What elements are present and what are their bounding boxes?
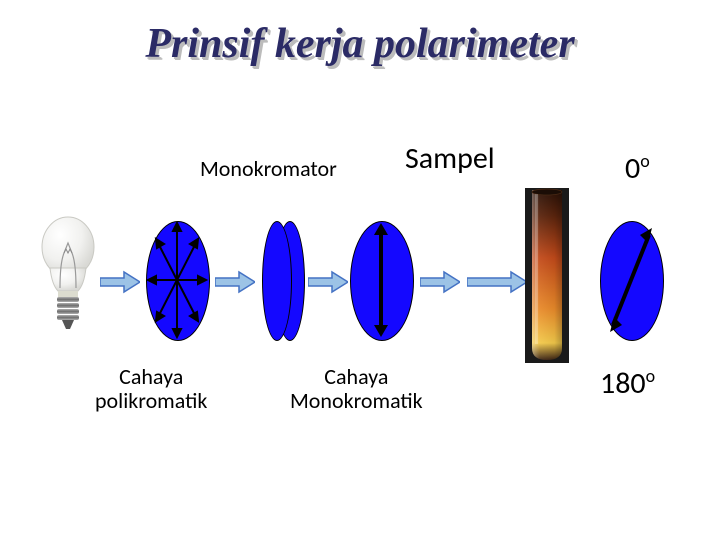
arrow-icon: [420, 270, 460, 294]
diagonal-double-arrow-icon: [600, 221, 662, 339]
sample-tube-icon: [525, 188, 569, 363]
label-monokromator: Monokromator: [200, 155, 337, 182]
label-cahaya-polikromatik: Cahaya polikromatik: [95, 365, 207, 413]
label-180-degrees: 180o: [600, 365, 655, 402]
label-cahaya-monokromatik: Cahaya Monokromatik: [290, 365, 423, 413]
label-sampel: Sampel: [405, 140, 495, 177]
arrow-icon: [308, 270, 348, 294]
monochromator-icon: [262, 221, 292, 341]
arrow-icon: [100, 270, 140, 294]
label-zero-degrees: 0o: [625, 150, 650, 187]
diagram-title: Prinsif kerja polarimeter: [145, 20, 574, 68]
arrow-icon: [467, 270, 527, 294]
starburst-arrows-icon: [146, 221, 208, 339]
vertical-double-arrow-icon: [350, 221, 412, 339]
arrow-icon: [215, 270, 255, 294]
lightbulb-icon: [38, 213, 98, 343]
